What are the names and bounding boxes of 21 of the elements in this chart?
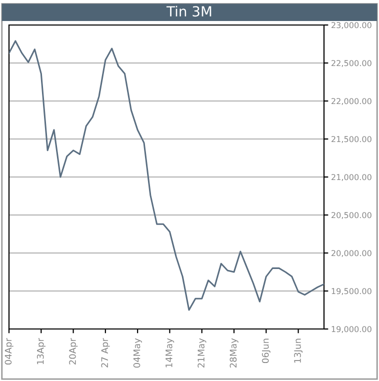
y-tick-label: 21,500.00 xyxy=(332,136,372,143)
y-tick-label: 22,500.00 xyxy=(332,60,372,67)
x-tick-label: 28May xyxy=(230,338,238,368)
x-tick-label: 21May xyxy=(198,338,206,368)
x-tick-label: 04May xyxy=(133,338,142,368)
x-tick-label: 13Jun xyxy=(294,338,303,363)
x-tick-label: 04Apr xyxy=(4,338,14,365)
y-tick-label: 20,500.00 xyxy=(332,212,372,219)
x-tick-label: 27 Apr xyxy=(101,338,110,368)
chart-title: Tin 3M xyxy=(166,6,212,17)
y-tick-label: 19,500.00 xyxy=(332,288,372,295)
x-tick-label: 14May xyxy=(166,338,174,368)
y-tick-label: 23,000.00 xyxy=(332,22,372,29)
line-series xyxy=(9,40,324,311)
x-tick-label: 20Apr xyxy=(69,338,78,364)
y-tick-label: 19,000.00 xyxy=(332,326,372,333)
x-tick-label: 13Apr xyxy=(36,338,46,364)
y-tick-label: 20,000.00 xyxy=(332,250,372,257)
y-tick-label: 22,000.00 xyxy=(332,98,372,105)
y-tick-label: 21,000.00 xyxy=(332,174,372,181)
x-tick-label: 06Jun xyxy=(262,338,270,364)
